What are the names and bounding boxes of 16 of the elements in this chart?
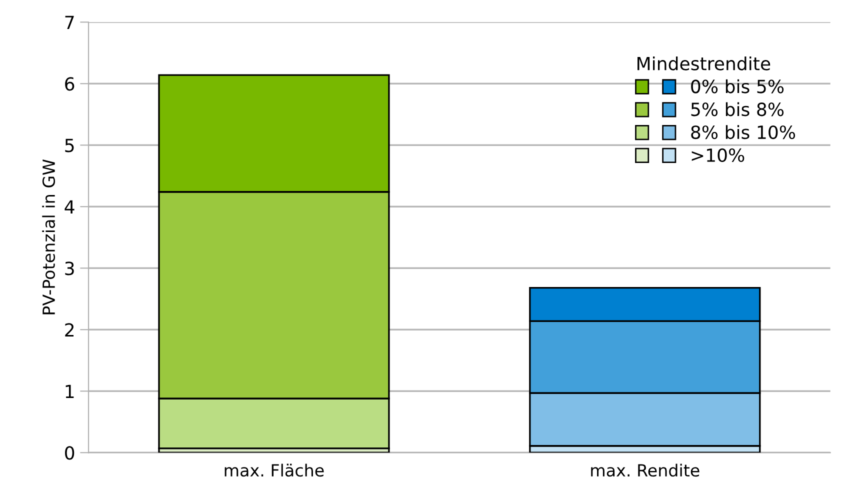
y-tick-label: 3	[65, 262, 74, 276]
y-tick-label: 5	[65, 138, 74, 152]
y-tick-label: 6	[65, 77, 74, 91]
legend-label: 8% bis 10%	[691, 125, 796, 140]
y-tick-label: 0	[65, 446, 74, 460]
y-tick-label: 4	[64, 200, 74, 214]
y-tick-label: 2	[65, 323, 74, 336]
x-tick-label: max. Rendite	[591, 464, 700, 477]
legend-title: Mindestrendite	[638, 56, 770, 70]
y-tick-label: 7	[65, 16, 74, 29]
y-axis-title: PV-Potenzial in GW	[42, 159, 56, 314]
x-tick-label: max. Fläche	[224, 464, 324, 477]
legend-label: 5% bis 8%	[691, 102, 784, 116]
y-tick-label: 1	[66, 384, 74, 398]
legend-label: 0% bis 5%	[691, 79, 784, 94]
legend-label: >10%	[692, 148, 744, 162]
